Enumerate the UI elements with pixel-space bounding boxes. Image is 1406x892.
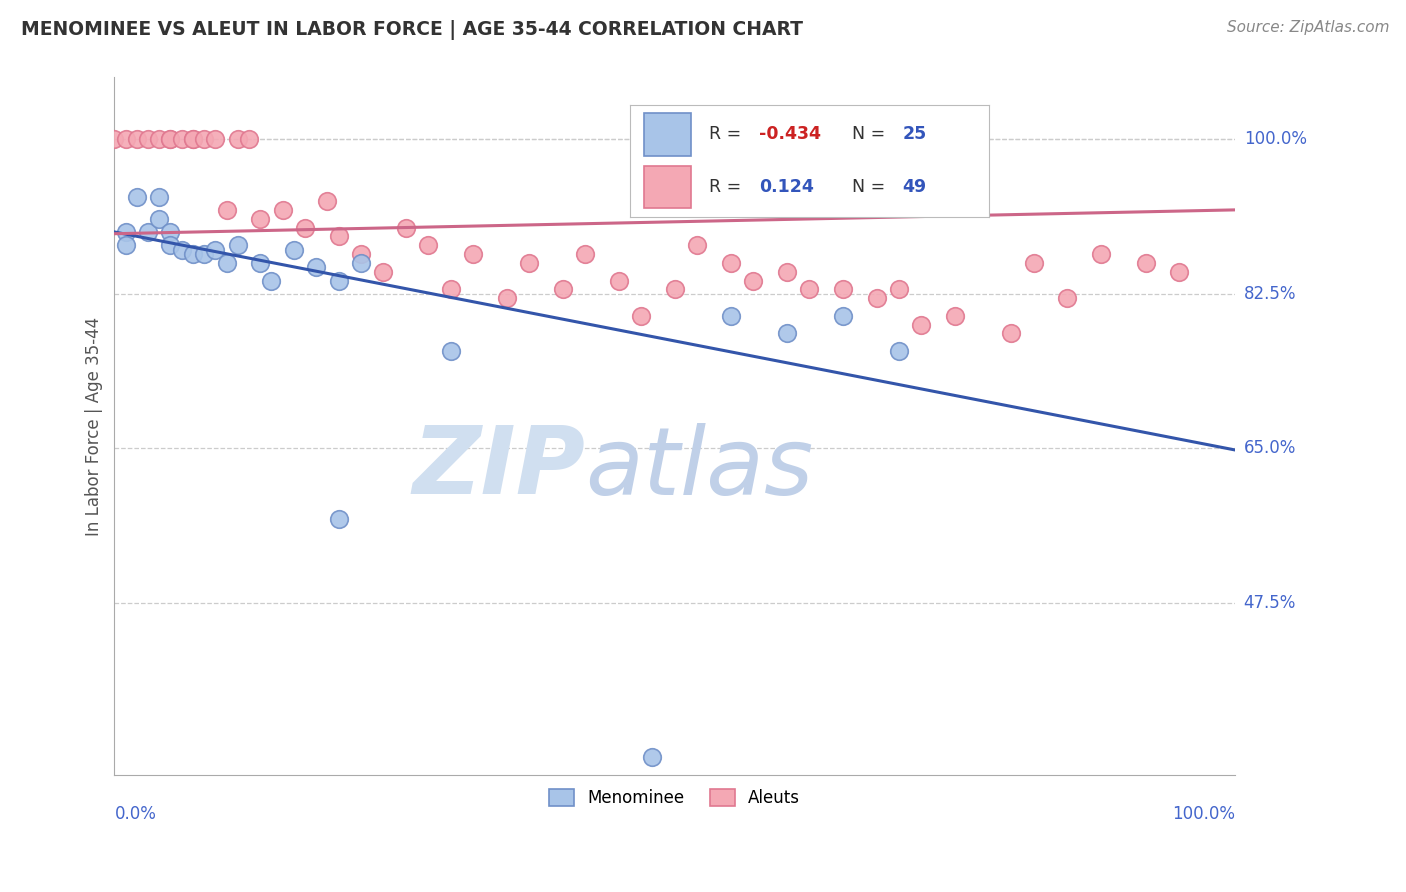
Point [1000,326,1022,341]
Point [574,247,596,261]
Point [776,265,799,279]
Point [328,273,350,287]
Point [373,265,395,279]
Point [686,238,709,252]
Point [887,282,910,296]
Point [517,256,540,270]
Text: 100.0%: 100.0% [1244,130,1306,148]
Point [551,282,574,296]
Point [1022,256,1045,270]
Point [910,318,932,332]
Point [440,344,463,359]
Point [607,273,630,287]
Point [249,211,271,226]
Point [1135,256,1157,270]
Text: 82.5%: 82.5% [1244,285,1296,302]
Legend: Menominee, Aleuts: Menominee, Aleuts [541,780,808,815]
Text: 100.0%: 100.0% [1173,805,1236,823]
Text: 65.0%: 65.0% [1244,439,1296,458]
Point [461,247,484,261]
Point [742,273,765,287]
Point [720,256,742,270]
Point [350,247,373,261]
Point [283,243,305,257]
Point [159,238,181,252]
Point [125,189,148,203]
Point [136,132,159,146]
Point [328,512,350,526]
Point [204,243,226,257]
Y-axis label: In Labor Force | Age 35-44: In Labor Force | Age 35-44 [86,317,103,536]
Point [316,194,339,208]
Point [226,132,249,146]
Point [495,291,517,305]
Point [641,750,664,764]
Point [125,132,148,146]
Point [630,309,652,323]
Point [350,256,373,270]
Point [193,247,215,261]
Point [1168,265,1191,279]
Point [193,132,215,146]
Point [776,326,799,341]
Point [260,273,283,287]
Text: 0.0%: 0.0% [114,805,156,823]
Point [148,211,170,226]
Point [328,229,350,244]
Point [103,132,125,146]
Point [865,291,887,305]
Point [249,256,271,270]
Point [1056,291,1078,305]
Point [305,260,328,275]
Point [136,225,159,239]
Point [664,282,686,296]
Point [215,256,238,270]
Text: 47.5%: 47.5% [1244,594,1296,612]
Point [238,132,260,146]
Point [170,243,193,257]
Point [204,132,226,146]
Point [114,238,136,252]
Point [159,132,181,146]
Point [943,309,966,323]
Point [271,202,294,217]
Text: ZIP: ZIP [412,422,585,514]
Point [181,247,204,261]
Point [799,282,821,296]
Point [395,220,418,235]
Text: atlas: atlas [585,423,814,514]
Point [181,132,204,146]
Point [832,309,855,323]
Point [114,225,136,239]
Point [114,132,136,146]
Point [720,309,742,323]
Text: MENOMINEE VS ALEUT IN LABOR FORCE | AGE 35-44 CORRELATION CHART: MENOMINEE VS ALEUT IN LABOR FORCE | AGE … [21,20,803,39]
Point [418,238,440,252]
Point [215,202,238,217]
Text: Source: ZipAtlas.com: Source: ZipAtlas.com [1226,20,1389,35]
Point [294,220,316,235]
Point [148,189,170,203]
Point [148,132,170,146]
Point [181,132,204,146]
Point [440,282,463,296]
Point [159,132,181,146]
Point [1090,247,1112,261]
Point [170,132,193,146]
Point [887,344,910,359]
Point [159,225,181,239]
Point [226,238,249,252]
Point [832,282,855,296]
